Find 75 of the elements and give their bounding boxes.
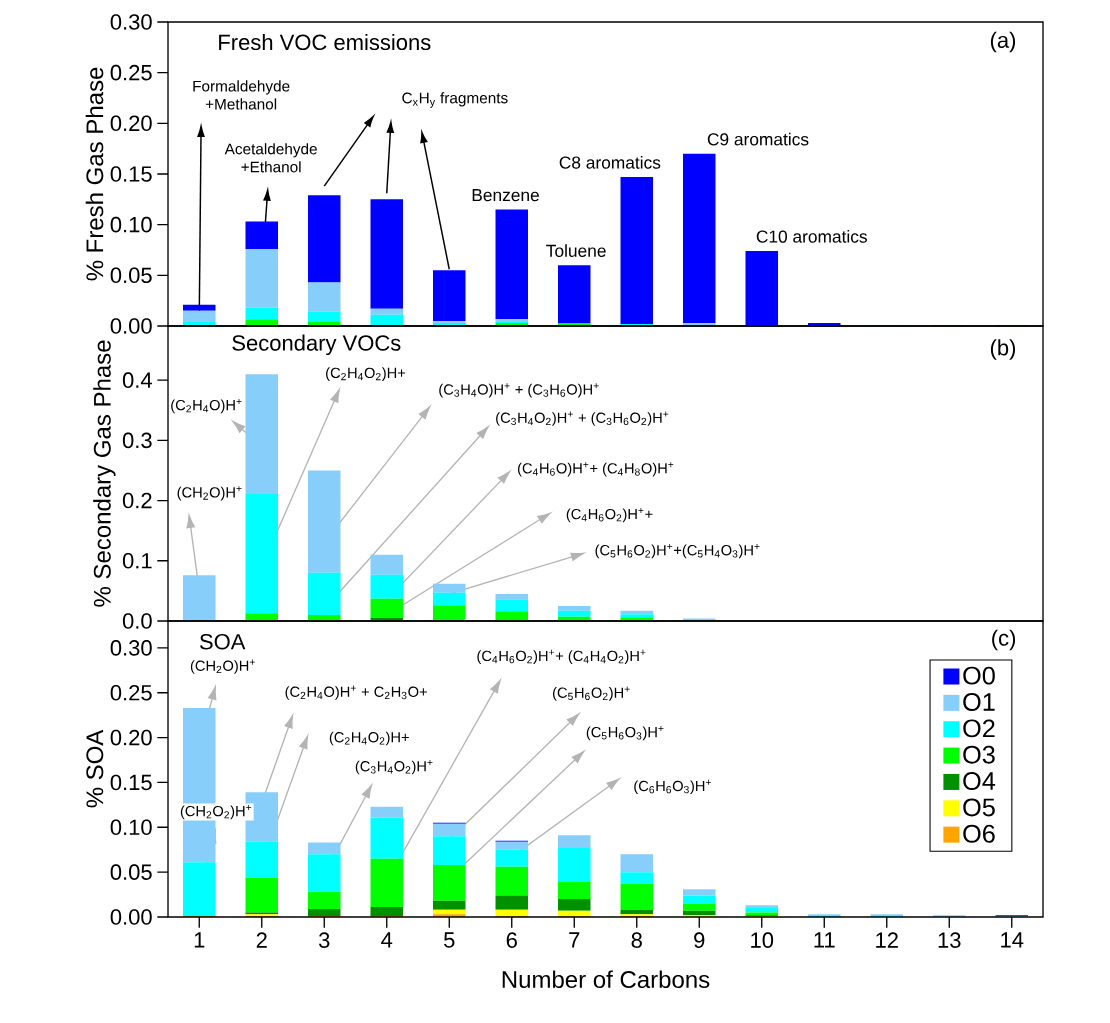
text: (C$_{4}$H$_{6}$O$_{2}$)H$^{+}$+ [566, 507, 653, 523]
x-tick-label: 8 [631, 932, 642, 948]
legend-label: O4 [963, 772, 996, 791]
annotation: (C$_{5}$H$_{6}$O$_{2}$)H$^{+}$ [553, 686, 630, 701]
legend-label: O1 [963, 693, 995, 711]
x-tick-label: 13 [938, 932, 961, 948]
x-axis-title: Number of Carbons [502, 970, 710, 989]
annotation: (C$_{6}$H$_{6}$O$_{3}$)H$^{+}$ [634, 779, 711, 795]
y-tick-label: 0.15 [110, 774, 152, 791]
x-tick-label: 7 [569, 932, 580, 948]
x-tick-label: 3 [318, 932, 330, 948]
y-tick-label: 0.00 [110, 909, 152, 925]
annotation: C$_{x}$H$_{y}$ fragments [402, 92, 508, 108]
y-tick-label: 0.20 [110, 115, 152, 132]
x-tick-label: 1 [194, 932, 205, 948]
annotation: (c) [992, 629, 1016, 651]
x-tick-label: 14 [1001, 932, 1024, 948]
annotation: Benzene [472, 189, 539, 202]
annotation: (b) [990, 339, 1016, 360]
x-tick-label: 12 [876, 932, 898, 948]
annotation: (C$_{3}$H$_{4}$O$_{2}$)H$^{+}$ [355, 760, 433, 775]
x-tick-label: 6 [506, 932, 517, 948]
y-tick-label: 0.10 [110, 819, 152, 836]
legend-label: O3 [963, 745, 995, 764]
legend-label: O2 [963, 719, 995, 738]
chart-title: SOA [199, 633, 246, 650]
text: (C$_{3}$H$_{4}$O$_{2}$)H$^{+}$ + (C$_{3}$H$_{6}$O$_{2}$)H$^{+}$ [496, 411, 669, 426]
chart-title: Secondary VOCs [232, 334, 401, 356]
text: (C$_{5}$H$_{6}$O$_{2}$)H$^{+}$+(C$_{5}$H$_{4}$O$_{3}$)H$^{+}$ [595, 544, 760, 559]
annotation: (C$_{5}$H$_{6}$O$_{3}$)H$^{+}$ [586, 725, 664, 741]
legend-label: O5 [963, 798, 995, 817]
legend-label: O6 [963, 824, 995, 843]
annotation: (CH$_{2}$O)H$^{+}$ [190, 659, 255, 674]
annotation: (C$_{2}$H$_{4}$O$_{2}$)H+ [329, 731, 409, 746]
y-tick-label: 0.2 [122, 492, 152, 509]
annotation: Formaldehyde +Methanol [193, 80, 290, 110]
annotation: (a) [990, 31, 1016, 53]
annotation: Toluene [546, 244, 606, 257]
y-axis-title: % Fresh Gas Phase [85, 67, 104, 281]
annotation: Acetaldehyde +Ethanol [224, 143, 317, 173]
y-tick-label: 0.20 [110, 729, 152, 746]
annotation: (CH$_{2}$O$_{2}$)H$^{+}$ [180, 804, 252, 820]
y-tick-label: 0.3 [122, 432, 152, 449]
x-tick-label: 11 [814, 932, 835, 948]
x-tick-label: 10 [751, 932, 774, 948]
y-tick-label: 0.25 [110, 64, 152, 81]
x-tick-label: 2 [256, 932, 267, 948]
y-axis-title: % SOA [86, 729, 104, 808]
annotation: (CH$_{2}$O)H$^{+}$ [177, 486, 242, 501]
legend-label: O0 [963, 666, 995, 685]
y-tick-label: 0.4 [122, 372, 152, 388]
y-axis-title: % Secondary Gas Phase [93, 340, 116, 607]
annotation: C10 aromatics [756, 229, 867, 243]
annotation: (C$_{2}$H$_{4}$O)H$^{+}$ [171, 398, 242, 414]
y-tick-label: 0.00 [110, 318, 152, 334]
chart-title: Fresh VOC emissions [219, 33, 431, 51]
y-tick-label: 0.0 [122, 613, 152, 629]
annotation: C8 aromatics [559, 156, 661, 169]
annotation: C9 aromatics [707, 132, 809, 146]
text: (C$_{4}$H$_{6}$O$_{2}$)H$^{+}$+ (C$_{4}$H$_{4}$O$_{2}$)H$^{+}$ [477, 649, 646, 664]
x-tick-label: 4 [381, 932, 393, 948]
y-tick-label: 0.30 [110, 640, 152, 656]
y-tick-label: 0.10 [110, 216, 152, 233]
y-tick-label: 0.25 [110, 684, 152, 701]
text: (C$_{3}$H$_{4}$O)H$^{+}$ + (C$_{3}$H$_{6}$O)H$^{+}$ [439, 383, 599, 398]
y-tick-label: 0.05 [110, 864, 152, 880]
annotation: (C$_{2}$H$_{4}$O$_{2}$)H+ [326, 367, 406, 381]
y-tick-label: 0.30 [110, 14, 152, 30]
text: (C$_{4}$H$_{6}$O)H$^{+}$+ (C$_{4}$H$_{8}$O)H$^{+}$ [518, 462, 674, 477]
y-tick-label: 0.1 [122, 552, 152, 569]
y-tick-label: 0.05 [110, 267, 152, 284]
text: (C$_{2}$H$_{4}$O)H$^{+}$ + C$_{2}$H$_{3}$O+ [285, 685, 427, 700]
x-tick-label: 5 [444, 932, 455, 948]
x-tick-label: 9 [694, 932, 705, 948]
y-tick-label: 0.15 [110, 166, 152, 182]
